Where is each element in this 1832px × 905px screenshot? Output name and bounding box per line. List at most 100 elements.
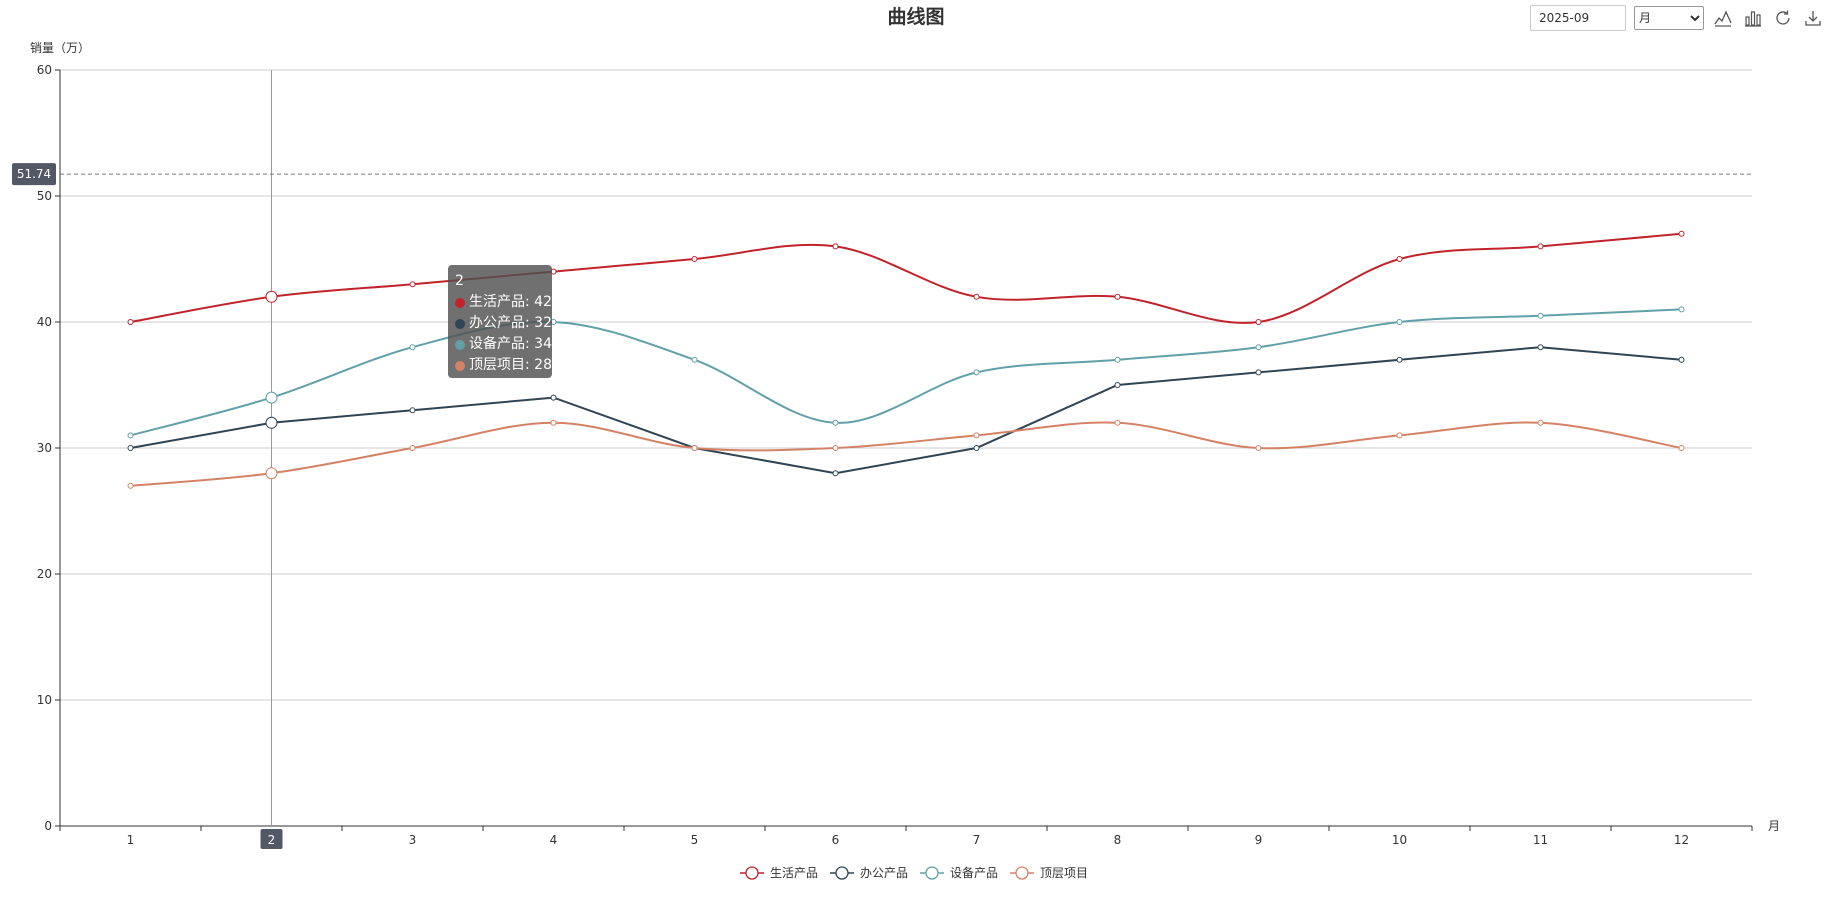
data-point bbox=[1255, 344, 1262, 351]
download-icon[interactable] bbox=[1802, 7, 1824, 29]
data-point bbox=[1537, 344, 1544, 351]
data-point bbox=[265, 416, 278, 429]
series-line bbox=[130, 232, 1682, 324]
data-point bbox=[1678, 445, 1685, 451]
data-point bbox=[832, 419, 839, 426]
x-tick-label: 6 bbox=[832, 833, 840, 847]
y-axis-title: 销量（万） bbox=[30, 41, 90, 55]
x-tick-label: 3 bbox=[409, 833, 417, 847]
data-point bbox=[409, 407, 416, 414]
data-point bbox=[127, 319, 134, 325]
legend-label: 设备产品 bbox=[950, 866, 998, 880]
data-point bbox=[832, 445, 839, 451]
data-point bbox=[973, 445, 980, 451]
data-point bbox=[1114, 293, 1121, 300]
data-point bbox=[265, 467, 278, 480]
period-select[interactable]: 月 bbox=[1634, 6, 1704, 30]
data-point bbox=[1114, 382, 1121, 388]
data-point bbox=[832, 243, 839, 250]
data-point bbox=[1537, 312, 1544, 319]
x-tick-label: 9 bbox=[1255, 833, 1263, 847]
legend-marker bbox=[745, 866, 759, 880]
tooltip-title: 2 bbox=[455, 273, 464, 289]
legend-marker bbox=[925, 866, 939, 880]
legend-label: 办公产品 bbox=[860, 865, 908, 880]
series-line bbox=[130, 308, 1682, 437]
tooltip-dot bbox=[455, 360, 465, 371]
data-point bbox=[127, 482, 134, 489]
chart-title: 曲线图 bbox=[887, 6, 945, 28]
y-tick-label: 10 bbox=[37, 693, 52, 707]
line-chart-icon[interactable] bbox=[1712, 7, 1734, 29]
data-point bbox=[973, 432, 980, 439]
y-tick-label: 0 bbox=[44, 819, 52, 833]
x-tick-label: 5 bbox=[691, 833, 699, 847]
tooltip-row: 顶层项目: 28 bbox=[455, 355, 552, 376]
bar-chart-icon[interactable] bbox=[1742, 7, 1764, 29]
x-tick-label: 7 bbox=[973, 833, 981, 847]
tooltip-row-text: 生活产品: 42 bbox=[469, 294, 552, 310]
chart-toolbar: 月 bbox=[1530, 4, 1824, 32]
y-tick-label: 50 bbox=[37, 189, 52, 203]
data-point bbox=[409, 445, 416, 451]
data-point bbox=[1396, 432, 1403, 439]
data-point bbox=[1396, 356, 1403, 363]
x-tick-label: 8 bbox=[1114, 833, 1122, 847]
y-tick-label: 30 bbox=[37, 441, 52, 455]
legend-label: 生活产品 bbox=[770, 866, 818, 880]
data-point bbox=[1537, 419, 1544, 426]
tooltip-dot bbox=[455, 318, 465, 329]
data-point bbox=[1255, 369, 1262, 376]
data-point bbox=[265, 391, 278, 404]
tooltip-row: 设备产品: 34 bbox=[455, 334, 552, 355]
x-tick-label: 4 bbox=[550, 833, 558, 847]
data-point bbox=[409, 281, 416, 288]
x-tick-label: 12 bbox=[1674, 833, 1689, 847]
x-pointer-badge bbox=[260, 829, 283, 849]
data-point bbox=[1678, 306, 1685, 313]
data-point bbox=[265, 290, 278, 303]
data-point bbox=[691, 356, 698, 363]
data-point bbox=[1678, 356, 1685, 363]
x-tick-label: 2 bbox=[268, 833, 276, 847]
data-point bbox=[1537, 243, 1544, 250]
tooltip-row-text: 顶层项目: 28 bbox=[469, 357, 552, 373]
y-tick-label: 20 bbox=[37, 567, 52, 581]
x-tick-label: 10 bbox=[1392, 833, 1407, 847]
y-pointer-badge bbox=[12, 163, 56, 186]
tooltip: 2 生活产品: 42 办公产品: 32 设备产品: 34 顶层项目: 28 bbox=[448, 265, 552, 378]
tooltip-row: 生活产品: 42 bbox=[455, 292, 552, 313]
data-point bbox=[1678, 230, 1685, 237]
data-point bbox=[127, 432, 134, 439]
series-line bbox=[130, 346, 1682, 475]
tooltip-row-text: 办公产品: 32 bbox=[469, 315, 552, 331]
x-axis-title: 月 bbox=[1768, 819, 1780, 833]
data-point bbox=[691, 256, 698, 262]
data-point bbox=[1114, 419, 1121, 426]
data-point bbox=[550, 419, 557, 426]
data-point bbox=[1114, 356, 1121, 363]
series-line bbox=[130, 421, 1682, 487]
y-pointer-label: 51.74 bbox=[17, 167, 51, 181]
x-tick-label: 1 bbox=[127, 833, 135, 847]
data-point bbox=[1396, 256, 1403, 262]
tooltip-row-text: 设备产品: 34 bbox=[469, 336, 552, 352]
legend-label: 顶层项目 bbox=[1040, 866, 1088, 880]
data-point bbox=[127, 445, 134, 451]
tooltip-dot bbox=[455, 339, 465, 350]
tooltip-dot bbox=[455, 297, 465, 308]
y-tick-label: 60 bbox=[37, 63, 52, 77]
data-point bbox=[1396, 319, 1403, 325]
data-point bbox=[691, 445, 698, 451]
date-input[interactable] bbox=[1530, 5, 1626, 31]
data-point bbox=[1255, 319, 1262, 325]
data-point bbox=[550, 394, 557, 401]
refresh-icon[interactable] bbox=[1772, 7, 1794, 29]
y-tick-label: 40 bbox=[37, 315, 52, 329]
data-point bbox=[832, 470, 839, 477]
legend-marker bbox=[835, 866, 849, 880]
data-point bbox=[409, 344, 416, 351]
data-point bbox=[973, 293, 980, 300]
data-point bbox=[1255, 445, 1262, 451]
